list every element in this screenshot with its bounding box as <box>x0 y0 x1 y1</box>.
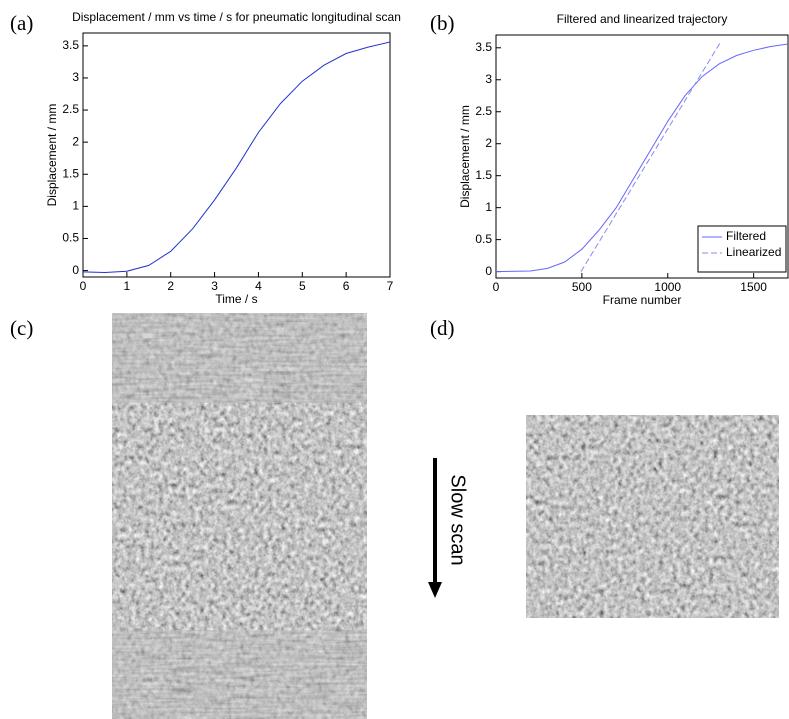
y-tick-label: 3.5 <box>475 40 492 54</box>
y-tick-label: 1.5 <box>475 168 492 182</box>
image-d <box>526 415 779 618</box>
image-c <box>112 313 367 719</box>
data-line <box>82 41 391 274</box>
y-tick-label: 0 <box>485 264 492 278</box>
x-tick-label: 4 <box>255 279 262 293</box>
panel-label: (c) <box>10 316 33 340</box>
y-axis-label: Displacement / mm <box>458 105 472 208</box>
panel-label: (b) <box>430 11 455 35</box>
slow-scan-arrow <box>428 458 442 598</box>
y-tick-label: 2 <box>72 134 79 148</box>
x-tick-label: 5 <box>299 279 306 293</box>
plot-frame <box>82 32 391 278</box>
panel-label: (a) <box>10 11 33 35</box>
y-tick-label: 2.5 <box>62 102 79 116</box>
y-tick-label: 3 <box>485 72 492 86</box>
data-line <box>495 43 789 273</box>
y-tick-label: 3 <box>72 70 79 84</box>
x-tick-label: 6 <box>343 279 350 293</box>
y-tick-label: 0.5 <box>62 231 79 245</box>
x-tick-label: 1000 <box>654 280 681 294</box>
arrow-label: Slow scan <box>447 474 469 565</box>
y-tick-label: 0 <box>72 263 79 277</box>
y-tick-label: 1.5 <box>62 166 79 180</box>
y-tick-label: 0.5 <box>475 232 492 246</box>
x-tick-label: 7 <box>387 279 394 293</box>
plot-frame <box>495 34 789 279</box>
x-tick-label: 0 <box>80 279 87 293</box>
x-tick-label: 500 <box>572 280 592 294</box>
legend-label: Filtered <box>726 229 766 243</box>
x-tick-label: 1500 <box>740 280 767 294</box>
x-tick-label: 3 <box>211 279 218 293</box>
y-tick-label: 3.5 <box>62 38 79 52</box>
legend-box <box>697 225 787 273</box>
chart-title: Filtered and linearized trajectory <box>557 12 728 26</box>
y-axis-label: Displacement / mm <box>45 104 59 207</box>
y-tick-label: 1 <box>485 200 492 214</box>
y-tick-label: 2.5 <box>475 104 492 118</box>
y-tick-label: 1 <box>72 199 79 213</box>
x-tick-label: 1 <box>124 279 131 293</box>
x-axis-label: Frame number <box>603 293 682 307</box>
x-axis-label: Time / s <box>215 292 257 306</box>
y-tick-label: 2 <box>485 136 492 150</box>
legend-label: Linearized <box>726 245 781 259</box>
x-tick-label: 2 <box>167 279 174 293</box>
panel-label: (d) <box>430 316 455 340</box>
chart-title: Displacement / mm vs time / s for pneuma… <box>72 10 401 24</box>
x-tick-label: 0 <box>493 280 500 294</box>
